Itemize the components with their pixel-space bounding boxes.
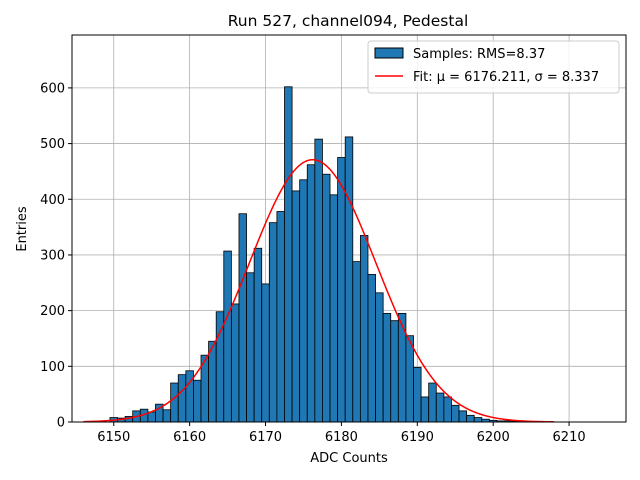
- histogram-bar: [299, 179, 308, 423]
- histogram-bar: [238, 213, 247, 423]
- y-tick-label: 100: [40, 360, 65, 375]
- histogram-bar: [428, 382, 437, 423]
- histogram-bar: [284, 86, 293, 423]
- histogram-bar: [268, 222, 278, 423]
- histogram-bar: [451, 404, 460, 423]
- y-tick-label: 600: [40, 81, 65, 96]
- histogram-bar: [405, 335, 414, 423]
- x-axis-ticks: 6150 6160 6170 6180 6190 6200 6210: [97, 422, 586, 445]
- legend-samples-swatch: [374, 47, 404, 59]
- histogram-bar: [223, 250, 232, 423]
- histogram-bar: [359, 235, 369, 423]
- y-tick-label: 400: [40, 193, 65, 208]
- chart-title: Run 527, channel094, Pedestal: [228, 12, 469, 30]
- histogram-bar: [413, 367, 422, 423]
- y-axis-label: Entries: [15, 206, 30, 252]
- histogram-bar: [322, 173, 331, 423]
- histogram-bar: [261, 283, 270, 423]
- legend-fit-label: Fit: μ = 6176.211, σ = 8.337: [413, 70, 599, 85]
- x-axis-label: ADC Counts: [310, 451, 388, 466]
- x-tick-label: 6150: [97, 430, 130, 445]
- legend-box: [367, 40, 620, 94]
- histogram-bar: [162, 409, 172, 423]
- histogram-bar: [443, 396, 452, 423]
- x-tick-label: 6180: [325, 430, 358, 445]
- x-tick-label: 6210: [553, 430, 586, 445]
- y-axis-ticks: 0 100 200 300 400 500 600: [40, 81, 72, 431]
- histogram-bar: [420, 396, 430, 423]
- x-tick-label: 6160: [173, 430, 206, 445]
- histogram-bar: [246, 272, 255, 423]
- histogram-bar: [170, 382, 179, 423]
- histogram-bar: [230, 303, 240, 423]
- histogram-bars: [109, 86, 528, 423]
- x-tick-label: 6190: [401, 430, 434, 445]
- histogram-bar: [291, 190, 301, 423]
- histogram-bar: [306, 164, 316, 423]
- histogram-bar: [193, 379, 202, 423]
- x-tick-label: 6200: [477, 430, 510, 445]
- histogram-bar: [466, 414, 475, 423]
- x-tick-label: 6170: [249, 430, 282, 445]
- histogram-bar: [435, 392, 445, 423]
- histogram-bar: [367, 274, 376, 423]
- histogram-bar: [344, 136, 354, 423]
- y-tick-label: 200: [40, 304, 65, 319]
- histogram-bar: [382, 313, 392, 423]
- histogram-bar: [329, 194, 339, 423]
- histogram-bar: [352, 261, 361, 423]
- histogram-bar: [390, 320, 399, 423]
- y-tick-label: 0: [57, 416, 65, 431]
- y-tick-label: 500: [40, 137, 65, 152]
- fit-line: [83, 158, 554, 423]
- histogram-bar: [375, 292, 384, 423]
- plot-frame: [71, 34, 627, 423]
- legend: Samples: RMS=8.37 Fit: μ = 6176.211, σ =…: [367, 40, 620, 94]
- histogram-bar: [473, 417, 483, 423]
- histogram-bar: [458, 410, 468, 423]
- histogram-bar: [253, 247, 263, 423]
- histogram-bar: [337, 157, 346, 423]
- histogram-bar: [276, 211, 285, 423]
- legend-samples-label: Samples: RMS=8.37: [413, 47, 545, 62]
- gaussian-fit-curve: [83, 158, 554, 423]
- y-tick-label: 300: [40, 248, 65, 263]
- histogram-bar: [314, 138, 323, 423]
- histogram-bar: [177, 374, 187, 423]
